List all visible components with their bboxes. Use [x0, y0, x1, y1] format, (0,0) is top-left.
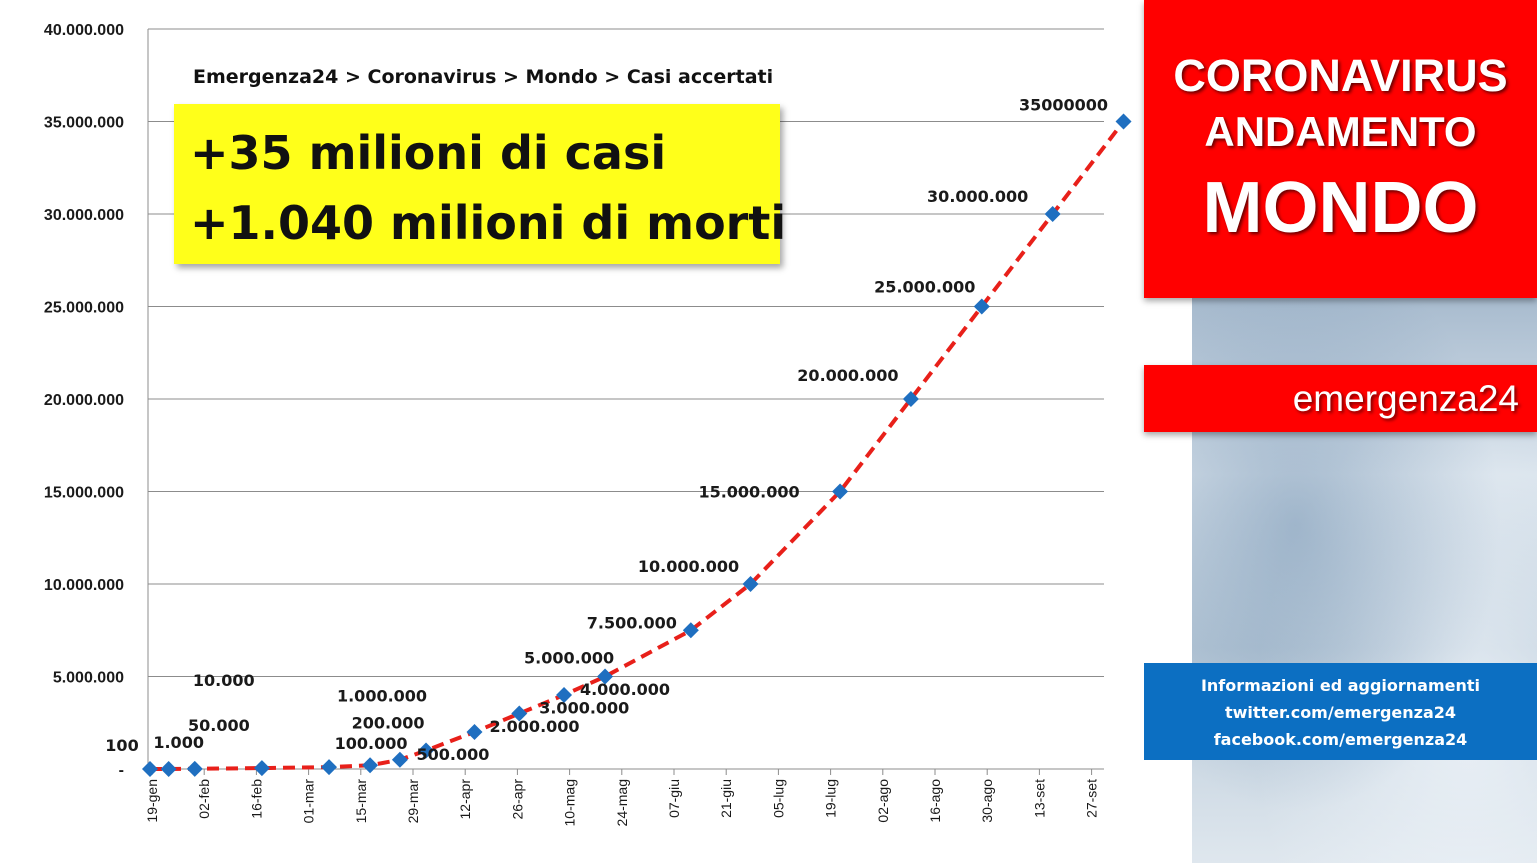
data-label: 15.000.000 [698, 483, 799, 502]
data-point-marker [160, 760, 177, 777]
data-point-marker [186, 760, 203, 777]
y-tick-label: 40.000.000 [44, 22, 124, 39]
x-tick-label: 12-apr [457, 779, 473, 820]
data-label: 4.000.000 [580, 680, 670, 699]
x-tick-label: 02-feb [196, 779, 212, 819]
y-tick-label: 10.000.000 [44, 577, 124, 594]
x-tick-label: 13-set [1031, 779, 1047, 818]
data-label: 25.000.000 [874, 278, 975, 297]
facebook-link[interactable]: facebook.com/emergenza24 [1213, 730, 1468, 749]
y-tick-label: 15.000.000 [44, 485, 124, 502]
x-tick-label: 19-lug [823, 779, 839, 818]
data-point-marker [362, 757, 379, 774]
data-point-marker [418, 742, 435, 759]
data-label: 1.000 [153, 733, 204, 752]
data-point-marker [253, 760, 270, 777]
x-tick-label: 16-feb [248, 779, 264, 819]
data-point-marker [597, 668, 614, 685]
y-tick-label: - [119, 762, 124, 779]
data-point-marker [682, 622, 699, 639]
data-label: 10.000.000 [638, 557, 739, 576]
data-point-marker [321, 759, 338, 776]
x-tick-label: 02-ago [875, 779, 891, 823]
data-point-marker [832, 483, 849, 500]
chart-breadcrumb-title: Emergenza24 > Coronavirus > Mondo > Casi… [193, 66, 774, 88]
x-tick-label: 10-mag [562, 779, 578, 826]
info-panel: Informazioni ed aggiornamenti twitter.co… [1144, 663, 1537, 760]
title-line-coronavirus: CORONAVIRUS [1173, 50, 1508, 101]
data-point-marker [391, 751, 408, 768]
title-line-andamento: ANDAMENTO [1204, 108, 1477, 155]
x-tick-label: 24-mag [614, 779, 630, 826]
data-point-marker [902, 391, 919, 407]
x-tick-label: 15-mar [353, 779, 369, 824]
data-label: 5.000.000 [524, 649, 614, 668]
x-tick-label: 27-set [1084, 779, 1100, 818]
brand-panel: emergenza24 [1144, 365, 1537, 432]
y-tick-label: 25.000.000 [44, 300, 124, 317]
callout-cases: +35 milioni di casi [190, 126, 667, 180]
y-tick-label: 35.000.000 [44, 115, 124, 132]
data-point-marker [973, 298, 990, 315]
twitter-link[interactable]: twitter.com/emergenza24 [1224, 703, 1457, 722]
x-tick-label: 07-giu [666, 779, 682, 818]
title-panel: CORONAVIRUS ANDAMENTO MONDO [1144, 0, 1537, 298]
data-label: 20.000.000 [797, 366, 898, 385]
data-label: 200.000 [352, 713, 425, 732]
y-tick-label: 30.000.000 [44, 207, 124, 224]
x-tick-label: 16-ago [927, 779, 943, 823]
data-point-marker [511, 705, 528, 722]
data-label: 100.000 [335, 734, 408, 753]
y-tick-label: 20.000.000 [44, 392, 124, 409]
data-label: 1.000.000 [337, 687, 427, 706]
data-label: 500.000 [416, 745, 489, 764]
data-point-marker [1115, 113, 1132, 130]
data-point-marker [556, 687, 573, 703]
title-line-mondo: MONDO [1202, 168, 1479, 248]
info-text: Informazioni ed aggiornamenti [1200, 676, 1481, 695]
chart-area: - 5.000.000 10.000.000 15.000.000 20.000.000… [43, 22, 1132, 827]
data-label: 3.000.000 [539, 699, 629, 718]
data-label: 10.000 [193, 671, 255, 690]
data-label: 2.000.000 [489, 717, 579, 736]
data-label: 100 [105, 736, 138, 755]
summary-callout: +35 milioni di casi +1.040 milioni di mo… [174, 104, 787, 264]
x-tick-label: 29-mar [405, 779, 421, 824]
data-label: 30.000.000 [927, 187, 1028, 206]
x-tick-label: 05-lug [770, 779, 786, 818]
x-tick-label: 19-gen [144, 779, 160, 823]
x-tick-label: 26-apr [509, 779, 525, 820]
y-tick-label: 5.000.000 [53, 670, 124, 687]
x-tick-label: 01-mar [301, 779, 317, 824]
x-tick-label: 21-giu [718, 779, 734, 818]
brand-name: emergenza24 [1292, 378, 1519, 419]
data-point-marker [142, 760, 158, 777]
data-label: 50.000 [188, 716, 250, 735]
data-point-marker [466, 724, 483, 740]
callout-deaths: +1.040 milioni di morti [190, 196, 787, 250]
data-label: 7.500.000 [587, 613, 677, 632]
data-label: 35000000 [1019, 96, 1108, 115]
data-point-marker [1044, 206, 1061, 222]
x-tick-label: 30-ago [979, 779, 995, 823]
data-point-marker [742, 576, 759, 592]
